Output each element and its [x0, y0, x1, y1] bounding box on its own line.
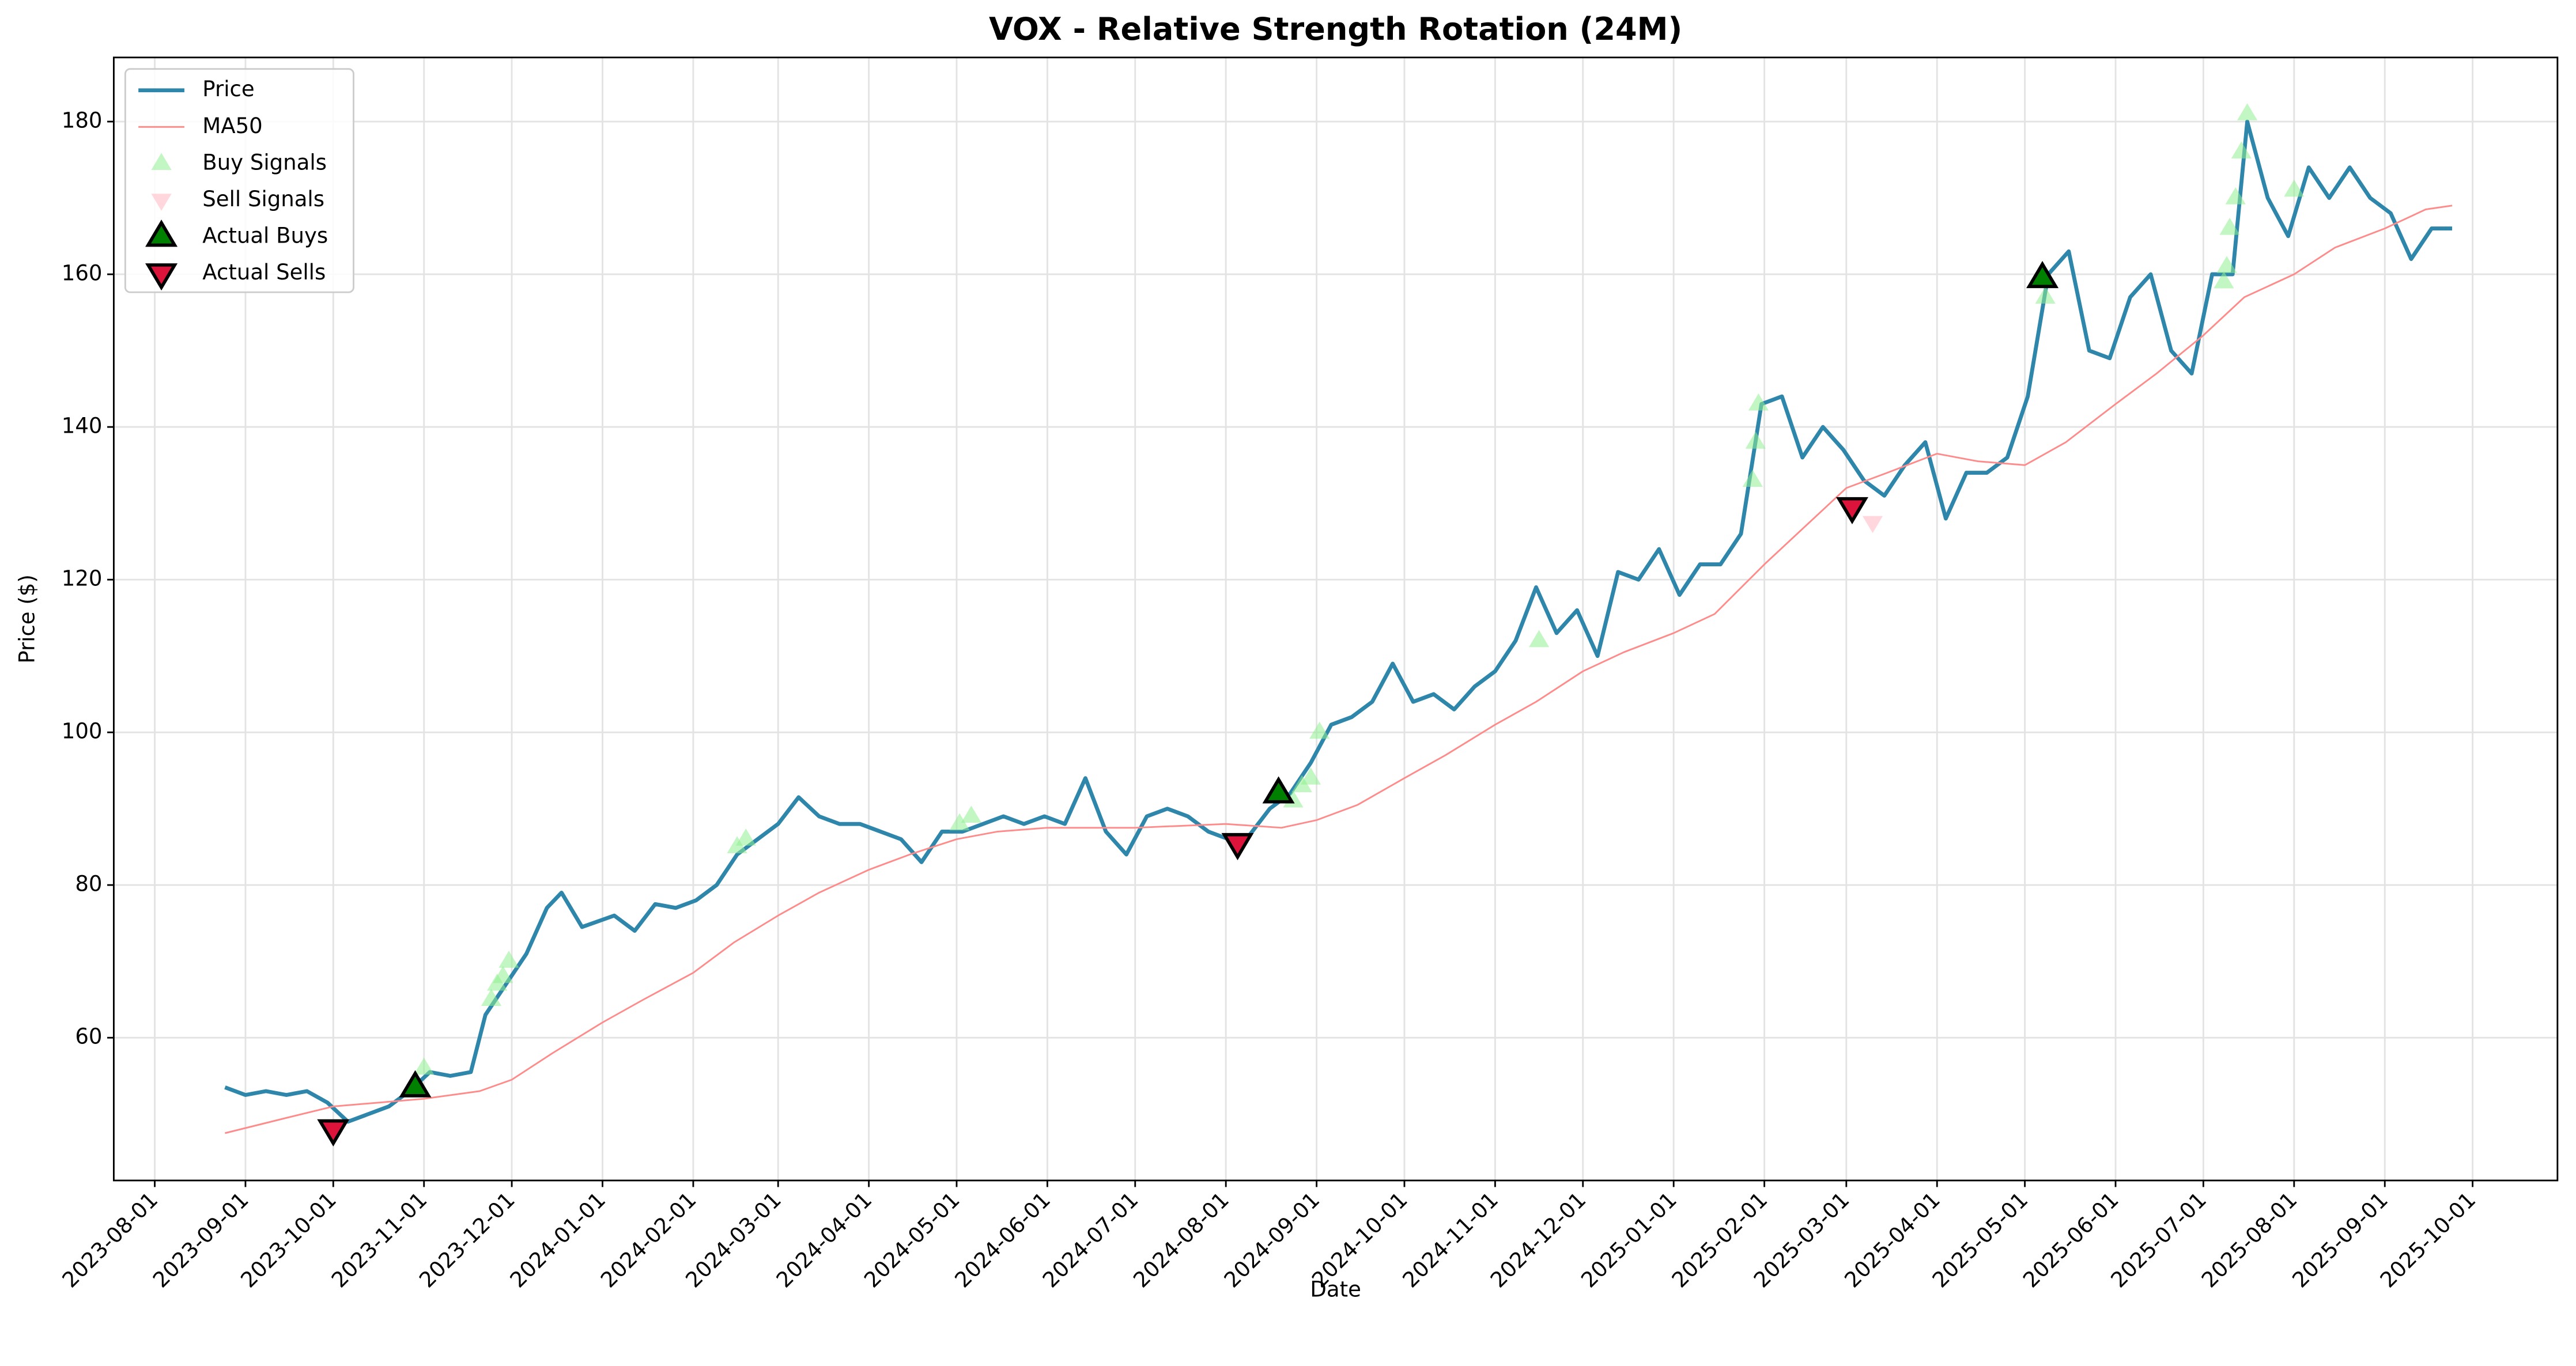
y-tick-label: 180 [62, 108, 103, 133]
signal-marker [1221, 833, 1254, 861]
legend-label: MA50 [202, 113, 262, 138]
legend-label: Buy Signals [202, 150, 327, 175]
legend-label: Price [202, 77, 254, 101]
line-series [224, 119, 2453, 1124]
signal-marker [493, 966, 513, 983]
signal-marker [1748, 393, 1769, 411]
signal-marker [2026, 260, 2059, 289]
legend-swatch [145, 220, 178, 247]
y-axis-label: Price ($) [15, 574, 40, 664]
signal-marker [1262, 776, 1295, 804]
signal-marker [735, 828, 756, 846]
signal-marker [1745, 432, 1766, 449]
signal-marker [1862, 516, 1883, 533]
signal-marker [1300, 767, 1321, 785]
y-tick-label: 140 [62, 414, 103, 438]
signal-marker [1742, 470, 1763, 487]
line-series [225, 205, 2453, 1134]
signal-marker [1528, 630, 1550, 648]
y-tick-label: 120 [62, 566, 103, 591]
signal-marker [1309, 721, 1330, 739]
legend-swatch [151, 194, 172, 211]
signal-marker [2035, 286, 2056, 304]
signal-marker [2225, 187, 2246, 205]
signal-marker [1835, 497, 1868, 525]
signal-marker [949, 813, 970, 831]
signal-marker [2214, 271, 2234, 289]
x-axis-label: Date [1310, 1277, 1361, 1301]
y-tick-label: 60 [75, 1024, 102, 1049]
chart-title: VOX - Relative Strength Rotation (24M) [989, 11, 1682, 47]
legend-swatch [151, 153, 172, 170]
legend-swatch [145, 263, 178, 291]
legend-box [124, 68, 354, 293]
legend-label: Actual Buys [202, 223, 328, 248]
signal-marker [399, 1070, 432, 1098]
y-tick-label: 80 [75, 872, 102, 896]
y-tick-label: 100 [62, 719, 103, 744]
signal-marker [2216, 256, 2237, 273]
plot-frame [112, 56, 2559, 1182]
signal-marker [2284, 179, 2305, 197]
signal-marker [2219, 218, 2240, 235]
signal-marker [481, 989, 502, 1006]
signal-marker [2237, 103, 2258, 120]
signal-marker [498, 951, 519, 968]
signal-marker [317, 1119, 350, 1147]
signal-marker [2231, 141, 2252, 159]
signal-marker [414, 1057, 435, 1075]
legend-label: Sell Signals [202, 187, 324, 211]
legend-label: Actual Sells [202, 260, 326, 285]
signal-marker [961, 805, 981, 823]
y-tick-label: 160 [62, 261, 103, 286]
